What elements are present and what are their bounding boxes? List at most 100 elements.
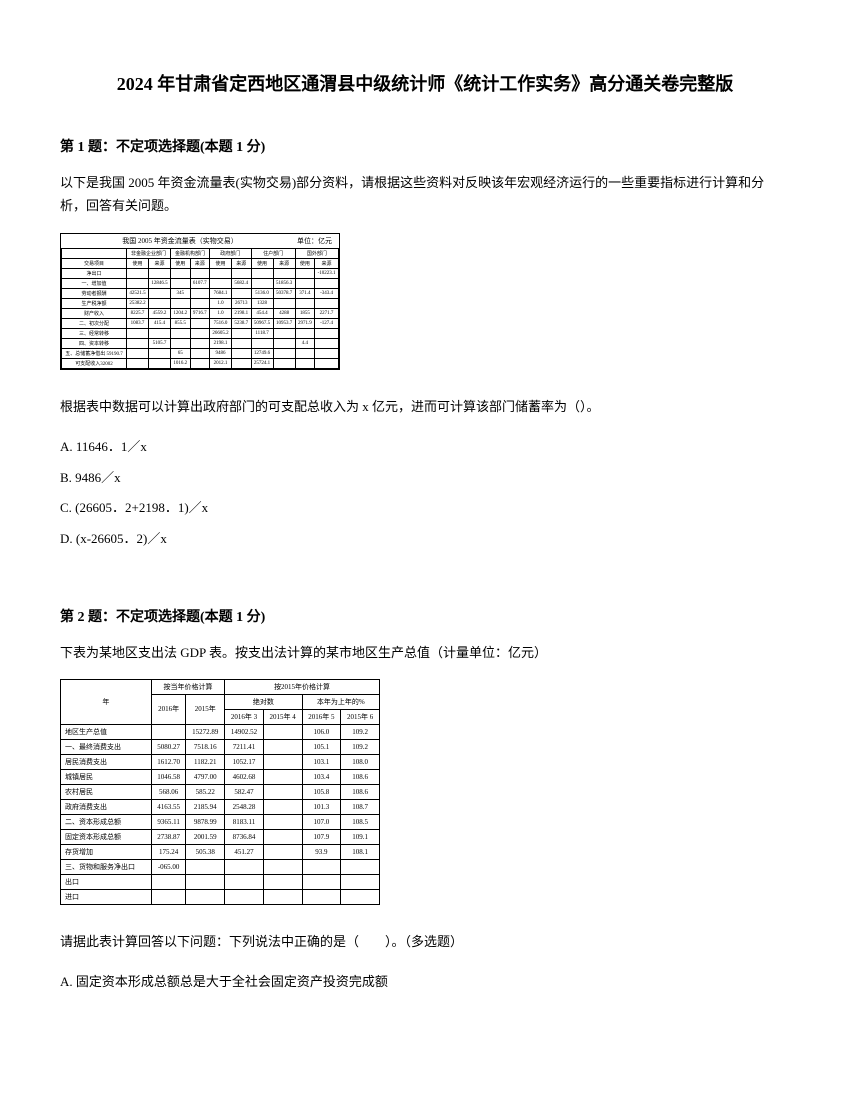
cell xyxy=(302,874,341,889)
cell: 109.2 xyxy=(341,724,380,739)
cell: 454.4 xyxy=(251,308,273,318)
document-title: 2024 年甘肃省定西地区通渭县中级统计师《统计工作实务》高分通关卷完整版 xyxy=(60,70,790,96)
cell xyxy=(190,328,209,338)
cell: 2271.7 xyxy=(315,308,339,318)
cell: 101.3 xyxy=(302,799,341,814)
cell: 415.4 xyxy=(148,318,170,328)
cell: 1118.7 xyxy=(251,328,273,338)
cell xyxy=(295,278,314,288)
table-row: 非金融企业部门 金融机构部门 政府部门 住户部门 国外部门 xyxy=(62,248,339,258)
cell: 2016年 5 xyxy=(302,709,341,724)
cell: 来源 xyxy=(148,258,170,268)
cell xyxy=(273,358,295,368)
cell: 1204.2 xyxy=(171,308,190,318)
table1-caption-text: 我国 2005 年资金流量表（实物交易） xyxy=(122,237,238,245)
table-row: 生产税净额25382.21.0267131328 xyxy=(62,298,339,308)
table1-caption: 我国 2005 年资金流量表（实物交易） 单位：亿元 xyxy=(61,234,339,248)
table-row: 四、资本转移5105.72198.14.4 xyxy=(62,338,339,348)
cell: 进口 xyxy=(61,889,152,904)
cell xyxy=(263,784,302,799)
cell xyxy=(148,348,170,358)
cell xyxy=(263,754,302,769)
q1-option-c: C. (26605．2+2198．1)／x xyxy=(60,494,790,523)
cell: 5080.27 xyxy=(151,739,186,754)
cell: 9878.99 xyxy=(186,814,225,829)
q2-subtext: 请据此表计算回答以下问题：下列说法中正确的是（ ）。（多选题） xyxy=(60,930,790,953)
cell: 使用 xyxy=(295,258,314,268)
cell xyxy=(251,338,273,348)
cell: 15272.89 xyxy=(186,724,225,739)
cell: 108.0 xyxy=(341,754,380,769)
cell xyxy=(315,328,339,338)
cell: 2198.1 xyxy=(209,338,231,348)
q1-option-d: D. (x-26605．2)／x xyxy=(60,525,790,554)
cell: 来源 xyxy=(232,258,251,268)
cell: 371.4 xyxy=(295,288,314,298)
table-row: 净出口-10223.1 xyxy=(62,268,339,278)
cell: 2012.1 xyxy=(209,358,231,368)
cell: 568.06 xyxy=(151,784,186,799)
cell: 105.1 xyxy=(302,739,341,754)
cell: 8736.84 xyxy=(225,829,264,844)
cell xyxy=(190,358,209,368)
cell: 4797.00 xyxy=(186,769,225,784)
cell: 42521.5 xyxy=(126,288,148,298)
cell xyxy=(263,739,302,754)
cell: 103.1 xyxy=(302,754,341,769)
table-row: 城镇居民1046.584797.004602.68103.4108.6 xyxy=(61,769,380,784)
cell: 非金融企业部门 xyxy=(126,248,170,258)
cell xyxy=(263,844,302,859)
cell: 108.6 xyxy=(341,784,380,799)
cell: 2015年 6 xyxy=(341,709,380,724)
cell xyxy=(148,358,170,368)
table-row: 地区生产总值15272.8914902.52106.0109.2 xyxy=(61,724,380,739)
cell: 582.47 xyxy=(225,784,264,799)
cell xyxy=(263,859,302,874)
cell xyxy=(273,298,295,308)
cell: 按当年价格计算 xyxy=(151,679,224,694)
cell: 5105.7 xyxy=(148,338,170,348)
cell: 9716.7 xyxy=(190,308,209,318)
cell xyxy=(341,874,380,889)
cell xyxy=(315,278,339,288)
cell: 9486 xyxy=(209,348,231,358)
cell xyxy=(263,769,302,784)
cell: 劳动者报酬 xyxy=(62,288,127,298)
q1-text: 以下是我国 2005 年资金流量表(实物交易)部分资料，请根据这些资料对反映该年… xyxy=(60,171,790,218)
cell: 二、初次分配 xyxy=(62,318,127,328)
cell: 4559.2 xyxy=(148,308,170,318)
cell: 451.27 xyxy=(225,844,264,859)
cell xyxy=(171,328,190,338)
cell: 5238.7 xyxy=(232,318,251,328)
cell xyxy=(148,328,170,338)
cell: 绝对数 xyxy=(225,694,302,709)
table1: 非金融企业部门 金融机构部门 政府部门 住户部门 国外部门 交易项目 使用 来源… xyxy=(61,248,339,369)
table-row: 三、货物和服务净出口-065.00 xyxy=(61,859,380,874)
cell xyxy=(126,268,148,278)
cell xyxy=(126,338,148,348)
cell: 金融机构部门 xyxy=(171,248,210,258)
cell: 地区生产总值 xyxy=(61,724,152,739)
table-row: 可支配收入320021016.22012.125724.1 xyxy=(62,358,339,368)
cell xyxy=(151,889,186,904)
cell: 51856.3 xyxy=(273,278,295,288)
cell xyxy=(190,338,209,348)
cell xyxy=(186,874,225,889)
cell: 8183.11 xyxy=(225,814,264,829)
cell: 6107.7 xyxy=(190,278,209,288)
table-row: 二、初次分配1083.7415.4855.57516.05238.750967.… xyxy=(62,318,339,328)
cell xyxy=(225,859,264,874)
table-row: 财产收入8225.74559.21204.29716.71.02198.1454… xyxy=(62,308,339,318)
table-row: 一、增加值12846.56107.75682.451856.3 xyxy=(62,278,339,288)
cell xyxy=(151,724,186,739)
cell: 来源 xyxy=(190,258,209,268)
cell xyxy=(126,328,148,338)
cell xyxy=(263,724,302,739)
cell: 12749.6 xyxy=(251,348,273,358)
table1-container: 我国 2005 年资金流量表（实物交易） 单位：亿元 非金融企业部门 金融机构部… xyxy=(60,233,340,370)
cell xyxy=(62,248,127,258)
cell: 4288 xyxy=(273,308,295,318)
cell: 1612.70 xyxy=(151,754,186,769)
cell: 四、资本转移 xyxy=(62,338,127,348)
cell xyxy=(263,829,302,844)
